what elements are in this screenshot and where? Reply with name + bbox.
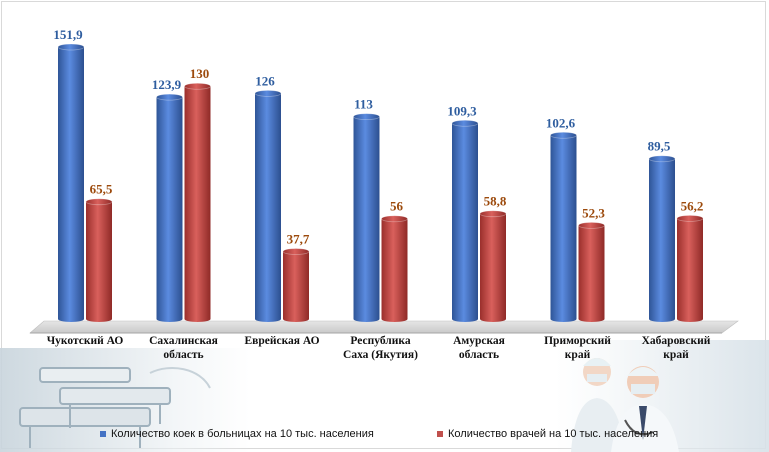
doctors-photo	[555, 340, 769, 452]
value-label-beds-5: 102,6	[546, 115, 576, 130]
value-label-beds-2: 126	[255, 73, 275, 88]
value-label-beds-4: 109,3	[447, 103, 477, 118]
bar-doctors-2	[282, 248, 310, 322]
bar-beds-0	[57, 43, 85, 322]
legend: Количество коек в больницах на 10 тыс. н…	[0, 428, 769, 446]
bar-doctors-5	[578, 221, 605, 322]
value-label-doctors-2: 37,7	[287, 231, 310, 246]
bar-doctors-0	[85, 198, 113, 322]
legend-item-beds: Количество коек в больницах на 10 тыс. н…	[100, 428, 374, 440]
category-label-1: Сахалинская область	[149, 335, 218, 361]
bar-beds-4	[451, 119, 479, 322]
category-label-3: Республика Саха (Якутия)	[343, 335, 418, 361]
bar-doctors-3	[381, 215, 408, 322]
value-label-beds-0: 151,9	[53, 27, 83, 42]
category-label-4: Амурская область	[453, 335, 505, 361]
category-label-6: Хабаровский край	[642, 335, 711, 361]
chart-floor	[29, 320, 739, 334]
bar-doctors-4	[479, 210, 507, 322]
value-label-doctors-4: 58,8	[484, 194, 507, 209]
legend-swatch-blue	[100, 431, 106, 437]
value-label-doctors-6: 56,2	[681, 198, 704, 213]
legend-item-doctors: Количество врачей на 10 тыс. населения	[437, 428, 658, 440]
hospital-beds-photo	[0, 348, 250, 452]
value-label-beds-1: 123,9	[152, 77, 182, 92]
value-label-doctors-0: 65,5	[90, 182, 113, 197]
category-label-2: Еврейская АО	[244, 335, 319, 347]
bar-beds-5	[550, 131, 577, 322]
value-label-doctors-1: 130	[190, 66, 210, 81]
bar-doctors-1	[184, 82, 211, 322]
bar-beds-1	[156, 93, 183, 322]
value-label-doctors-3: 56	[390, 199, 404, 214]
category-label-0: Чукотский АО	[47, 335, 124, 347]
bar-beds-2	[254, 89, 282, 322]
category-label-5: Приморский край	[544, 335, 611, 361]
bar-beds-3	[353, 113, 380, 322]
value-label-doctors-5: 52,3	[582, 205, 605, 220]
bar-beds-6	[648, 155, 676, 322]
value-label-beds-6: 89,5	[648, 139, 671, 154]
legend-swatch-red	[437, 431, 443, 437]
bar-doctors-6	[676, 214, 704, 322]
legend-label-beds: Количество коек в больницах на 10 тыс. н…	[111, 428, 374, 440]
legend-label-doctors: Количество врачей на 10 тыс. населения	[448, 428, 659, 440]
value-label-beds-3: 113	[354, 97, 373, 112]
